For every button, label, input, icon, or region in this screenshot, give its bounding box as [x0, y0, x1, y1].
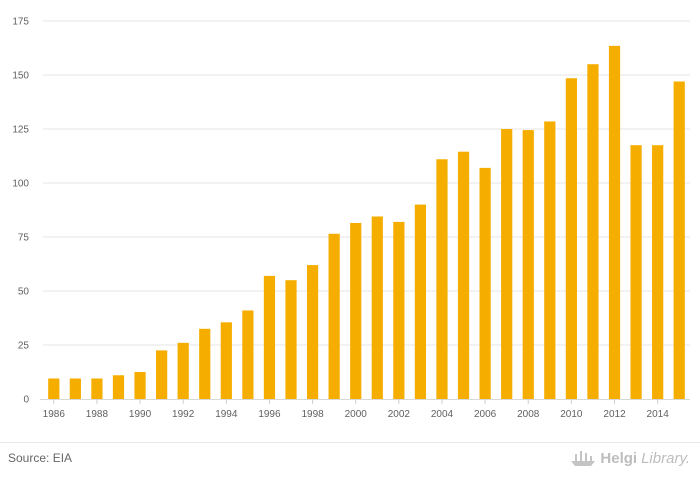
x-tick-label: 1988	[86, 409, 109, 420]
bar-1991	[156, 350, 168, 399]
bar-2011	[587, 64, 599, 399]
bar-2010	[565, 78, 577, 400]
ship-icon	[571, 451, 596, 466]
bar-2014	[652, 145, 664, 399]
y-tick-label: 75	[18, 233, 30, 244]
bar-1990	[134, 372, 146, 399]
bar-1988	[91, 378, 103, 399]
y-tick-label: 25	[18, 341, 30, 352]
x-tick-label: 2002	[388, 409, 411, 420]
bar-2013	[630, 145, 642, 399]
bar-2009	[544, 121, 556, 399]
bar-2015	[673, 81, 685, 399]
grid-lines	[43, 20, 690, 346]
y-tick-label: 150	[12, 71, 29, 82]
bar-1992	[177, 342, 189, 399]
bar-1989	[112, 375, 125, 399]
bar-1994	[220, 322, 232, 399]
bar-1996	[263, 275, 276, 399]
x-tick-label: 1992	[172, 409, 195, 420]
x-tick-label: 2010	[560, 409, 583, 420]
bar-1995	[242, 310, 254, 399]
bar-2008	[522, 130, 534, 399]
bar-1993	[199, 328, 211, 399]
bar-1997	[285, 280, 297, 399]
bar-2007	[501, 129, 513, 399]
x-tick-label: 1998	[301, 409, 324, 420]
x-tick-label: 2008	[517, 409, 540, 420]
x-tick-label: 1986	[43, 409, 66, 420]
source-note: Source: EIA	[8, 451, 73, 465]
x-tick-label: 1990	[129, 409, 152, 420]
y-tick-label: 0	[23, 395, 29, 406]
bar-2000	[350, 222, 362, 399]
bar-1987	[69, 378, 81, 399]
x-tick-label: 1996	[258, 409, 281, 420]
brand-suffix: Library.	[641, 449, 690, 467]
y-tick-label: 125	[12, 125, 29, 136]
brand-logo: Helgi Library.	[570, 449, 690, 467]
bar-1998	[306, 265, 319, 399]
x-axis-labels: 1986 1988 1990 1992 1994 1996 1998 2000 2002 2004…	[43, 409, 670, 420]
x-tick-label: 2006	[474, 409, 497, 420]
brand-name: Helgi	[600, 449, 638, 467]
bar-2003	[414, 204, 427, 399]
x-tick-label: 2014	[647, 409, 670, 420]
bar-2001	[371, 216, 383, 399]
x-axis-ticks	[53, 399, 659, 404]
y-tick-label: 100	[12, 179, 29, 190]
x-tick-label: 2012	[603, 409, 626, 420]
bars	[48, 45, 685, 400]
bar-chart: 0 25 50 75 100 125 150 175 1986 1988 1990 1992 1994…	[12, 17, 690, 420]
x-tick-label: 2000	[345, 409, 368, 420]
bar-2006	[479, 167, 491, 399]
bar-2005	[457, 151, 470, 399]
footer-divider	[0, 442, 700, 443]
y-tick-label: 175	[12, 17, 29, 28]
bar-2012	[608, 45, 621, 400]
x-tick-label: 2004	[431, 409, 454, 420]
bar-1999	[328, 233, 340, 399]
y-tick-label: 50	[18, 287, 30, 298]
y-axis-labels: 0 25 50 75 100 125 150 175	[12, 17, 29, 406]
bar-2002	[393, 221, 405, 399]
bar-1986	[48, 378, 60, 399]
x-tick-label: 1994	[215, 409, 238, 420]
bar-2004	[436, 159, 448, 399]
